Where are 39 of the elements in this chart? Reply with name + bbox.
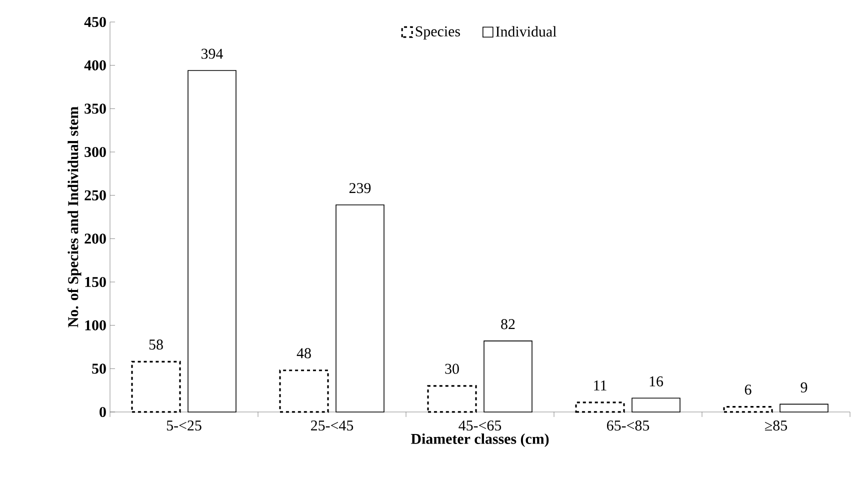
data-label: 16 [650, 376, 664, 386]
data-label: 30 [445, 364, 459, 374]
data-label: 82 [501, 319, 515, 330]
y-tick-label: 350 [84, 104, 106, 114]
bar [484, 340, 532, 412]
y-tick-label: 150 [85, 276, 106, 288]
bar [188, 70, 236, 412]
legend-label: Species [416, 26, 460, 40]
y-tick-label: 300 [84, 146, 106, 158]
legend-label: Individual [496, 26, 556, 37]
data-label: 6 [744, 384, 752, 395]
bar [632, 398, 680, 412]
x-tick-label: 25-<45 [311, 420, 354, 431]
bar [279, 370, 329, 413]
data-label: 239 [349, 183, 371, 194]
y-tick-label: 50 [92, 364, 106, 374]
x-tick-label: 65-<85 [607, 420, 650, 431]
y-axis-title: No. of Species and Individual stem [68, 106, 82, 328]
y-tick-label: 100 [85, 320, 106, 330]
bar [723, 406, 773, 413]
data-label: 394 [202, 48, 223, 59]
data-label: 48 [296, 348, 311, 358]
bar [336, 204, 384, 412]
y-tick-label: 450 [84, 16, 106, 28]
x-tick-label: ≥85 [765, 420, 788, 431]
data-label: 9 [800, 382, 808, 392]
data-label: 58 [149, 340, 163, 350]
y-tick-label: 250 [84, 190, 106, 200]
x-tick-label: 45-<65 [458, 420, 502, 431]
x-axis-title: Diameter classes (cm) [410, 433, 549, 447]
bar [131, 360, 181, 413]
y-tick-label: 200 [84, 234, 106, 244]
bar [427, 385, 477, 413]
x-tick-label: 5-<25 [166, 420, 202, 431]
bar [575, 402, 625, 413]
y-tick-label: 400 [84, 60, 106, 70]
bar [780, 404, 828, 412]
y-tick-label: 0 [100, 406, 106, 418]
data-label: 11 [594, 380, 606, 390]
